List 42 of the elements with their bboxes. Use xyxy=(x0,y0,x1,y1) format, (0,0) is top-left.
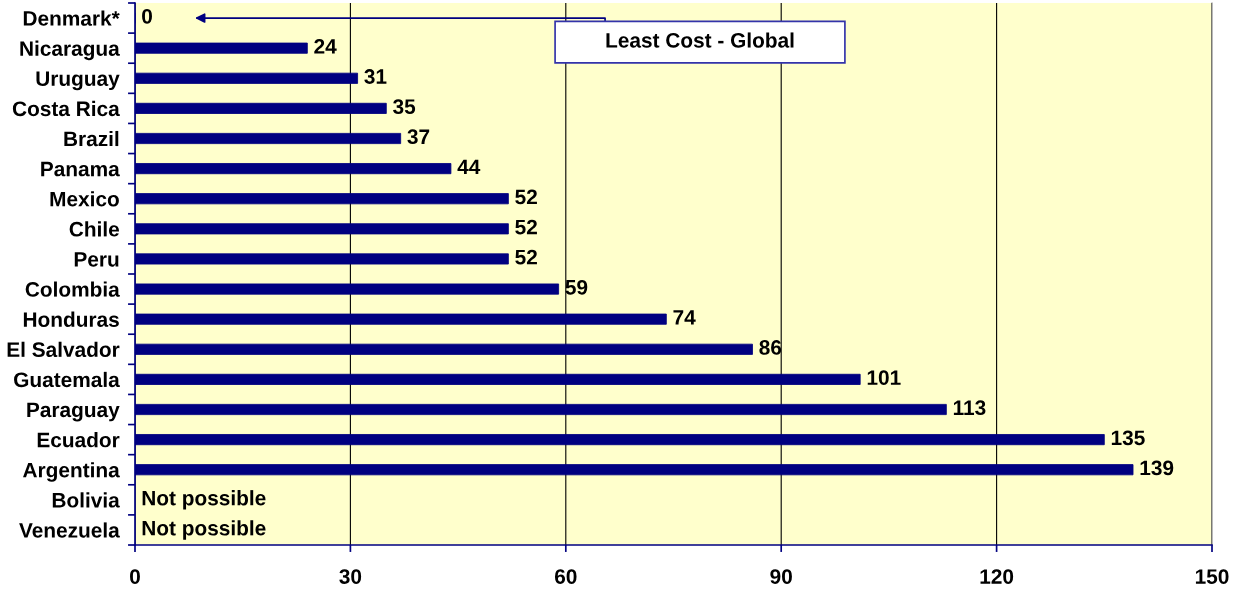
y-tick-label: Nicaragua xyxy=(20,40,120,61)
data-label: 37 xyxy=(407,129,430,145)
data-label: 44 xyxy=(457,159,481,174)
y-tick-label: Venezuela xyxy=(19,522,120,538)
y-tick-label: Paraguay xyxy=(27,402,120,422)
y-tick-label: Mexico xyxy=(50,191,119,207)
y-tick-label: El Salvador xyxy=(7,341,120,358)
y-tick-label: Peru xyxy=(74,252,119,267)
data-label: 52 xyxy=(515,249,537,265)
data-label: 101 xyxy=(867,370,901,385)
data-label: 52 xyxy=(515,189,537,205)
data-label: 52 xyxy=(515,219,537,235)
y-tick-label: Colombia xyxy=(25,281,120,297)
data-label: 86 xyxy=(759,340,782,355)
data-label: 31 xyxy=(364,69,387,84)
data-label: 74 xyxy=(673,310,696,325)
text: Not possible xyxy=(142,520,266,540)
x-tick-label: 60 xyxy=(554,569,577,584)
data-label: 135 xyxy=(1111,430,1145,446)
y-tick-label: Ecuador xyxy=(37,432,120,448)
y-tick-label: Guatemala xyxy=(14,371,120,388)
y-tick-label: Denmark* xyxy=(23,10,120,26)
y-tick-label: Honduras xyxy=(23,311,119,327)
data-label: 0 xyxy=(142,8,152,24)
annotation: Least Cost - Global xyxy=(606,32,794,48)
y-tick-label: Uruguay xyxy=(36,71,120,91)
y-tick-label: Bolivia xyxy=(52,492,120,508)
y-tick-label: Brazil xyxy=(64,130,119,147)
y-tick-label: Chile xyxy=(69,221,120,237)
x-tick-label: 150 xyxy=(1195,569,1229,584)
x-tick-label: 30 xyxy=(339,569,362,584)
data-label: 35 xyxy=(393,99,416,115)
x-tick-label: 90 xyxy=(770,569,792,584)
y-tick-label: Costa Rica xyxy=(12,100,120,117)
x-tick-label: 0 xyxy=(130,569,140,584)
y-tick-label: Panama xyxy=(41,161,120,177)
data-label: 113 xyxy=(953,400,986,416)
data-label: 139 xyxy=(1140,460,1174,476)
text: Not possible xyxy=(142,490,266,510)
data-label: 24 xyxy=(314,39,337,54)
x-tick-label: 120 xyxy=(980,569,1014,584)
y-tick-label: Argentina xyxy=(23,462,120,482)
